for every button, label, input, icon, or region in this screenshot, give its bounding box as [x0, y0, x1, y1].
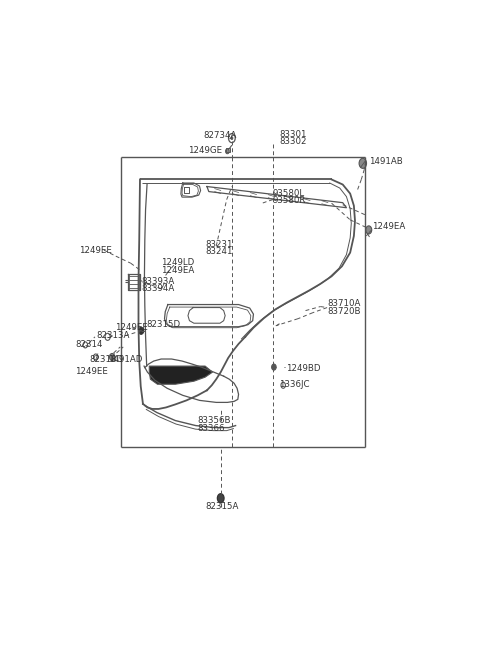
Circle shape: [109, 354, 115, 360]
Text: 1249LD: 1249LD: [161, 258, 194, 267]
Text: 93580R: 93580R: [273, 196, 306, 205]
Text: 1249EE: 1249EE: [79, 246, 112, 255]
Circle shape: [139, 328, 144, 334]
Text: 93580L: 93580L: [273, 189, 305, 198]
Text: 82315A: 82315A: [205, 502, 239, 511]
Text: 82318D: 82318D: [89, 355, 123, 364]
Circle shape: [366, 226, 372, 234]
Text: 83231: 83231: [205, 240, 233, 248]
Text: 82314: 82314: [75, 341, 102, 349]
Circle shape: [359, 159, 367, 168]
Circle shape: [226, 149, 229, 154]
Text: 83394A: 83394A: [141, 284, 174, 293]
Text: 1249EE: 1249EE: [75, 367, 108, 375]
Text: 83720B: 83720B: [328, 307, 361, 316]
Text: 83366: 83366: [198, 424, 225, 432]
Text: 1249BD: 1249BD: [286, 364, 321, 373]
Text: 83302: 83302: [279, 137, 307, 146]
Circle shape: [231, 137, 233, 140]
Text: 1249EA: 1249EA: [161, 266, 194, 274]
Text: 83710A: 83710A: [328, 299, 361, 308]
Polygon shape: [149, 366, 213, 384]
Text: 83241: 83241: [205, 247, 233, 256]
Text: 1249EA: 1249EA: [372, 223, 406, 231]
Circle shape: [272, 364, 276, 370]
Text: 83301: 83301: [279, 130, 307, 139]
Text: 1491AB: 1491AB: [369, 157, 403, 166]
Text: 83393A: 83393A: [141, 277, 174, 286]
Text: 83356B: 83356B: [198, 416, 231, 425]
Text: 82313A: 82313A: [96, 331, 130, 341]
Text: 1249EE: 1249EE: [115, 324, 148, 332]
Circle shape: [217, 494, 224, 503]
Text: 82315D: 82315D: [146, 320, 180, 329]
Text: 1491AD: 1491AD: [108, 355, 143, 364]
Text: 1249GE: 1249GE: [188, 145, 222, 155]
Text: 82734A: 82734A: [203, 131, 237, 140]
Text: 1336JC: 1336JC: [279, 381, 310, 389]
